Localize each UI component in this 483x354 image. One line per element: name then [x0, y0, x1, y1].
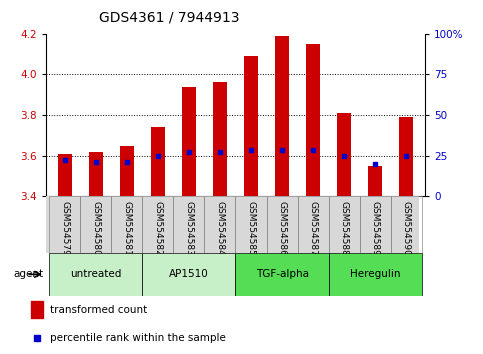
Text: GSM554581: GSM554581: [122, 201, 131, 256]
Text: agent: agent: [14, 269, 43, 279]
Bar: [204, 196, 236, 253]
Bar: [151, 127, 165, 196]
Text: GSM554586: GSM554586: [278, 201, 286, 256]
Bar: [236, 253, 329, 296]
Text: GSM554584: GSM554584: [215, 201, 225, 256]
Bar: [391, 196, 422, 253]
Bar: [329, 196, 360, 253]
Text: TGF-alpha: TGF-alpha: [256, 269, 309, 279]
Text: GSM554585: GSM554585: [246, 201, 256, 256]
Bar: [369, 166, 383, 196]
Text: transformed count: transformed count: [51, 304, 148, 315]
Text: AP1510: AP1510: [169, 269, 209, 279]
Text: percentile rank within the sample: percentile rank within the sample: [51, 333, 227, 343]
Bar: [329, 253, 422, 296]
Bar: [88, 152, 102, 196]
Bar: [236, 196, 267, 253]
Bar: [298, 196, 329, 253]
Bar: [360, 196, 391, 253]
Text: GSM554587: GSM554587: [309, 201, 318, 256]
Bar: [30, 302, 43, 318]
Bar: [213, 82, 227, 196]
Text: GSM554590: GSM554590: [402, 201, 411, 256]
Text: GSM554580: GSM554580: [91, 201, 100, 256]
Text: untreated: untreated: [70, 269, 121, 279]
Bar: [49, 253, 142, 296]
Text: GDS4361 / 7944913: GDS4361 / 7944913: [99, 11, 239, 25]
Text: GSM554589: GSM554589: [371, 201, 380, 256]
Text: GSM554582: GSM554582: [153, 201, 162, 256]
Text: Heregulin: Heregulin: [350, 269, 400, 279]
Bar: [337, 113, 351, 196]
Bar: [142, 253, 236, 296]
Bar: [173, 196, 204, 253]
Bar: [244, 56, 258, 196]
Bar: [120, 145, 134, 196]
Bar: [111, 196, 142, 253]
Bar: [267, 196, 298, 253]
Text: GSM554579: GSM554579: [60, 201, 69, 256]
Bar: [57, 154, 71, 196]
Bar: [182, 87, 196, 196]
Bar: [275, 36, 289, 196]
Text: GSM554588: GSM554588: [340, 201, 349, 256]
Bar: [80, 196, 111, 253]
Text: GSM554583: GSM554583: [185, 201, 193, 256]
Bar: [49, 196, 80, 253]
Bar: [306, 44, 320, 196]
Bar: [142, 196, 173, 253]
Bar: [399, 117, 413, 196]
